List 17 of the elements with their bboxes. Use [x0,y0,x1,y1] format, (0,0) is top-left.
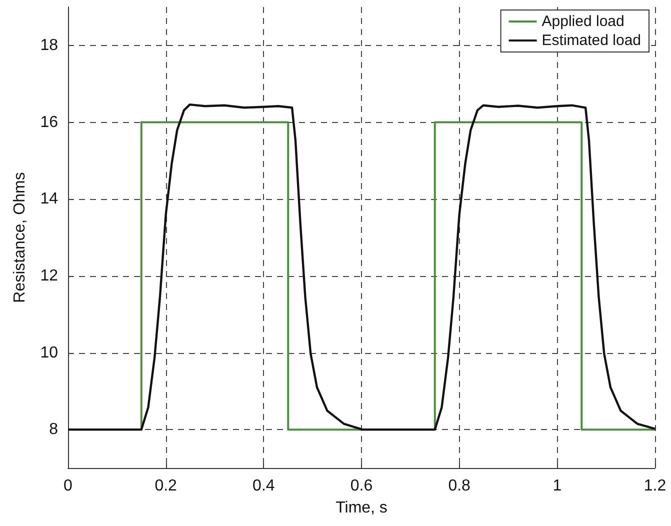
x-tick-label: 0.4 [252,478,275,494]
y-tick-label: 18 [40,36,58,54]
x-tick-label: 1 [552,478,562,494]
legend-label: Applied load [542,13,624,30]
y-tick-label: 12 [40,267,58,284]
x-tick-label: 0 [64,478,73,494]
x-tick-label: 0.8 [448,478,471,494]
y-axis-title: Resistance, Ohms [12,172,28,303]
y-tick-label: 10 [40,344,58,362]
x-tick-label: 0.6 [350,478,373,494]
y-tick-label: 14 [40,190,58,208]
legend-label: Estimated load [542,32,642,49]
x-tick-label: 0.2 [154,478,178,494]
y-tick-label: 8 [49,421,58,438]
x-axis-title: Time, s [336,500,388,516]
x-tick-label: 1.2 [644,478,666,494]
y-tick-label: 16 [40,114,58,131]
